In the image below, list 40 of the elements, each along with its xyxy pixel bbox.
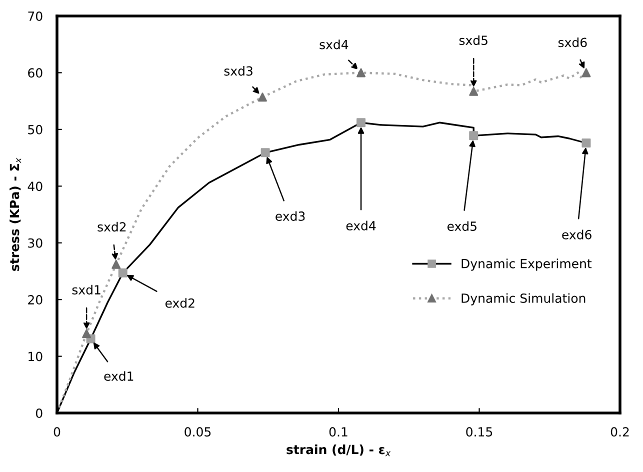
annotation: exd5 bbox=[447, 221, 476, 231]
y-tick-label: 0 bbox=[36, 408, 42, 418]
point bbox=[582, 68, 591, 78]
y-tick-label: 10 bbox=[28, 352, 42, 362]
point bbox=[356, 118, 366, 128]
annotation: exd2 bbox=[165, 298, 194, 308]
x-tick-label: 0.2 bbox=[610, 427, 629, 437]
annotation: sxd3 bbox=[224, 66, 252, 76]
y-tick-label: 60 bbox=[28, 68, 42, 78]
y-tick-label: 20 bbox=[28, 295, 42, 304]
annotation: sxd6 bbox=[558, 38, 587, 48]
point bbox=[356, 68, 366, 78]
point bbox=[112, 260, 121, 269]
point bbox=[469, 131, 478, 140]
legend-label: Dynamic Experiment bbox=[462, 258, 592, 271]
annotation: sxd4 bbox=[320, 40, 348, 50]
annotation: sxd1 bbox=[72, 284, 100, 295]
point bbox=[582, 138, 591, 148]
annotation: sxd5 bbox=[459, 35, 488, 46]
x-tick-label: 0.15 bbox=[466, 427, 492, 437]
annotation: exd6 bbox=[562, 230, 592, 240]
point bbox=[258, 92, 267, 102]
legend-label: Dynamic Simulation bbox=[462, 293, 586, 306]
annotation: exd1 bbox=[104, 371, 134, 381]
point bbox=[469, 86, 478, 96]
y-tick-label: 70 bbox=[28, 11, 42, 21]
y-axis-title: stress (KPa) - Σ$_{x}$ bbox=[10, 158, 22, 271]
annotation: exd4 bbox=[346, 220, 376, 230]
annotation: exd3 bbox=[276, 211, 305, 221]
point bbox=[82, 329, 92, 338]
y-tick-label: 40 bbox=[28, 182, 42, 192]
x-axis-title: strain (d/L) - ε$_{x}$ bbox=[286, 444, 391, 456]
x-tick-label: 0.05 bbox=[184, 427, 211, 437]
x-tick-label: 0.1 bbox=[329, 427, 348, 437]
x-tick-label: 0 bbox=[54, 427, 60, 437]
point bbox=[260, 148, 270, 158]
y-tick-label: 50 bbox=[28, 124, 42, 134]
point bbox=[118, 268, 128, 278]
y-tick-label: 30 bbox=[28, 238, 42, 248]
annotation: sxd2 bbox=[98, 222, 126, 232]
